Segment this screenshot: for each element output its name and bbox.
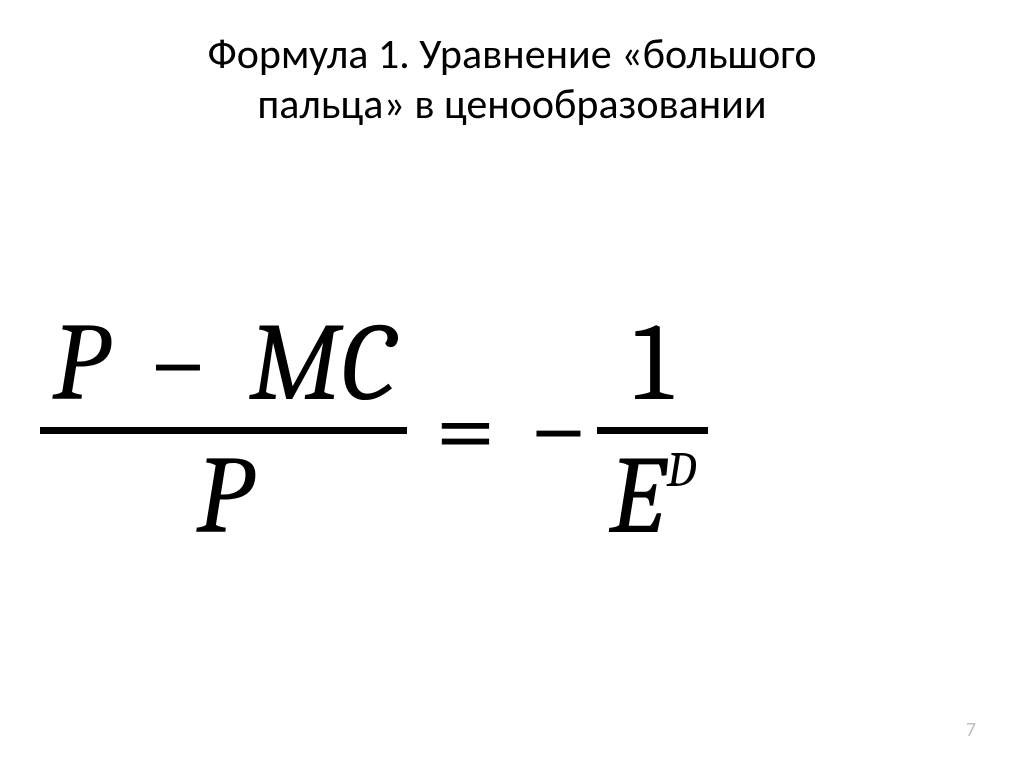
minus-op: − bbox=[132, 300, 225, 427]
formula: P − MC P = − 1 ED bbox=[40, 303, 708, 558]
left-numerator: P − MC bbox=[40, 303, 407, 425]
slide-title: Формула 1. Уравнение «большого пальца» в… bbox=[40, 30, 984, 131]
page-number: 7 bbox=[966, 718, 976, 742]
right-fraction: 1 ED bbox=[597, 303, 708, 558]
left-denominator: P bbox=[184, 436, 263, 558]
left-fraction: P − MC P bbox=[40, 303, 407, 558]
negative-sign: − bbox=[524, 375, 597, 485]
var-e: E bbox=[609, 433, 665, 560]
equals-sign: = bbox=[407, 375, 524, 485]
title-line-2: пальца» в ценообразовании bbox=[257, 79, 766, 130]
var-p: P bbox=[52, 300, 107, 427]
exp-d: D bbox=[667, 442, 697, 499]
slide: Формула 1. Уравнение «большого пальца» в… bbox=[0, 0, 1024, 768]
right-numerator: 1 bbox=[621, 303, 685, 425]
formula-area: P − MC P = − 1 ED bbox=[40, 260, 984, 600]
title-line-1: Формула 1. Уравнение «большого bbox=[208, 29, 817, 80]
right-denominator: ED bbox=[597, 436, 708, 558]
var-mc: MC bbox=[249, 300, 395, 427]
